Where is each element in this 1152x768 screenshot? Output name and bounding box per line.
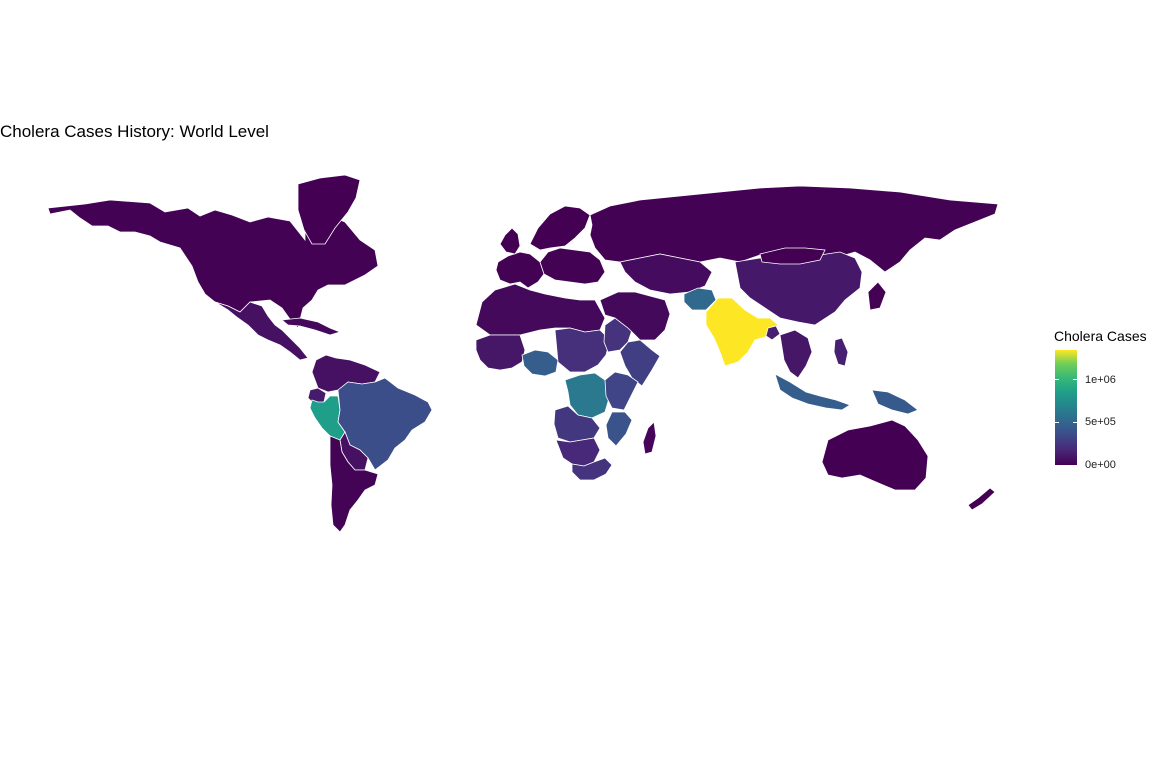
region-afghanistan bbox=[683, 287, 717, 311]
region-cuba-caribbean bbox=[281, 317, 342, 336]
legend-colorbar bbox=[1055, 350, 1077, 465]
region-western-europe bbox=[495, 251, 545, 289]
region-japan bbox=[867, 281, 887, 311]
region-nigeria bbox=[521, 349, 559, 377]
region-scandinavia bbox=[529, 205, 591, 251]
map-title: Cholera Cases History: World Level bbox=[0, 122, 269, 141]
legend-tick-label: 5e+05 bbox=[1085, 416, 1116, 429]
region-southeast-asia bbox=[779, 329, 813, 379]
legend-tick-label: 1e+06 bbox=[1085, 373, 1116, 386]
region-eastern-europe bbox=[539, 247, 606, 285]
region-north-america bbox=[47, 199, 379, 329]
region-south-africa bbox=[571, 457, 613, 481]
region-philippines bbox=[833, 337, 849, 367]
region-dr-congo bbox=[564, 372, 611, 419]
region-greenland bbox=[297, 174, 361, 245]
region-uk-ireland bbox=[499, 227, 521, 255]
region-central-africa bbox=[554, 327, 611, 373]
region-central-asia bbox=[619, 253, 713, 295]
legend-title: Cholera Cases bbox=[1054, 328, 1147, 344]
region-tanzania-kenya bbox=[604, 371, 639, 411]
region-mexico-central-america bbox=[214, 301, 309, 361]
region-west-africa bbox=[475, 334, 526, 371]
region-chile-argentina bbox=[329, 435, 379, 533]
region-somalia-ethiopia bbox=[619, 339, 661, 387]
region-madagascar bbox=[642, 421, 657, 455]
region-colombia-venezuela bbox=[311, 354, 381, 393]
region-north-africa bbox=[475, 283, 606, 336]
region-australia bbox=[821, 419, 929, 491]
region-bangladesh bbox=[765, 325, 781, 341]
legend-tick-label: 0e+00 bbox=[1085, 459, 1116, 471]
region-indonesia bbox=[774, 373, 851, 411]
region-mozambique bbox=[605, 411, 633, 447]
region-middle-east bbox=[599, 291, 671, 341]
region-new-zealand bbox=[967, 487, 996, 511]
region-southern-africa bbox=[555, 437, 601, 467]
region-mongolia bbox=[759, 247, 826, 265]
region-papua-new-guinea bbox=[871, 389, 919, 415]
region-india bbox=[705, 297, 779, 367]
